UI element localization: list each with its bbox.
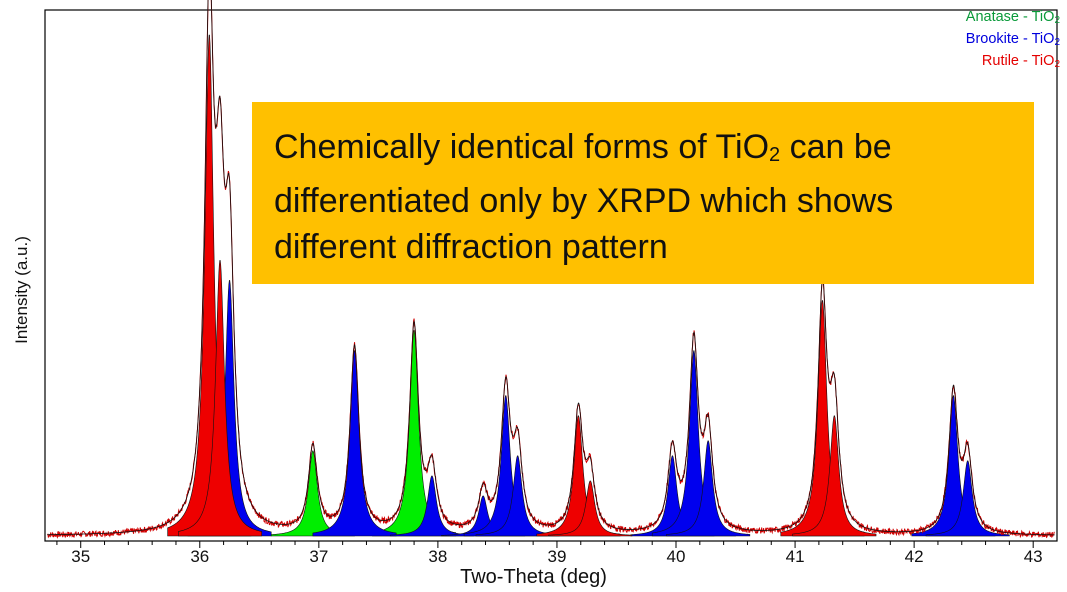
legend-label-rutile: Rutile - TiO — [981, 53, 1055, 69]
annotation-text-sub: 2 — [769, 144, 781, 166]
x-tick-label: 35 — [71, 547, 90, 566]
legend-label-brookite: Brookite - TiO — [965, 31, 1055, 47]
x-tick-label: 38 — [428, 547, 447, 566]
peak-brookite-8 — [666, 440, 751, 537]
peak-rutile-5 — [792, 415, 877, 537]
x-tick-label: 36 — [190, 547, 209, 566]
legend-sub-anatase: 2 — [1054, 15, 1060, 26]
annotation-text-pre: Chemically identical forms of TiO — [274, 128, 770, 166]
legend-sub-rutile: 2 — [1054, 59, 1060, 70]
legend-entry-anatase: Anatase - TiO2 — [966, 8, 1060, 30]
peak-rutile-3 — [548, 480, 633, 537]
x-tick-label: 40 — [667, 547, 686, 566]
peak-rutile-1 — [178, 260, 262, 537]
x-tick-label: 37 — [309, 547, 328, 566]
peak-brookite-1 — [312, 350, 397, 537]
legend-entry-brookite: Brookite - TiO2 — [966, 30, 1060, 52]
legend-sub-brookite: 2 — [1054, 37, 1060, 48]
annotation-text-post: can be differentiated only by XRPD which… — [274, 128, 894, 266]
observed-pattern-layer — [47, 0, 1055, 539]
peak-brookite-10 — [925, 460, 1010, 537]
x-axis: 35 36 37 38 39 40 41 42 43 — [56, 541, 1043, 566]
x-tick-label: 41 — [786, 547, 805, 566]
x-tick-label: 42 — [905, 547, 924, 566]
x-axis-label: Two-Theta (deg) — [460, 566, 607, 588]
annotation-callout: Chemically identical forms of TiO2 can b… — [252, 102, 1034, 284]
y-axis-label: Intensity (a.u.) — [12, 236, 31, 344]
series-layer — [167, 34, 1010, 537]
x-tick-label: 43 — [1024, 547, 1043, 566]
y-axis-label-box: Intensity (a.u.) — [2, 180, 42, 400]
legend: Anatase - TiO2 Brookite - TiO2 Rutile - … — [966, 8, 1060, 74]
legend-entry-rutile: Rutile - TiO2 — [966, 52, 1060, 74]
calculated-trace — [47, 0, 1055, 536]
legend-label-anatase: Anatase - TiO — [965, 9, 1055, 25]
x-tick-label: 39 — [547, 547, 566, 566]
